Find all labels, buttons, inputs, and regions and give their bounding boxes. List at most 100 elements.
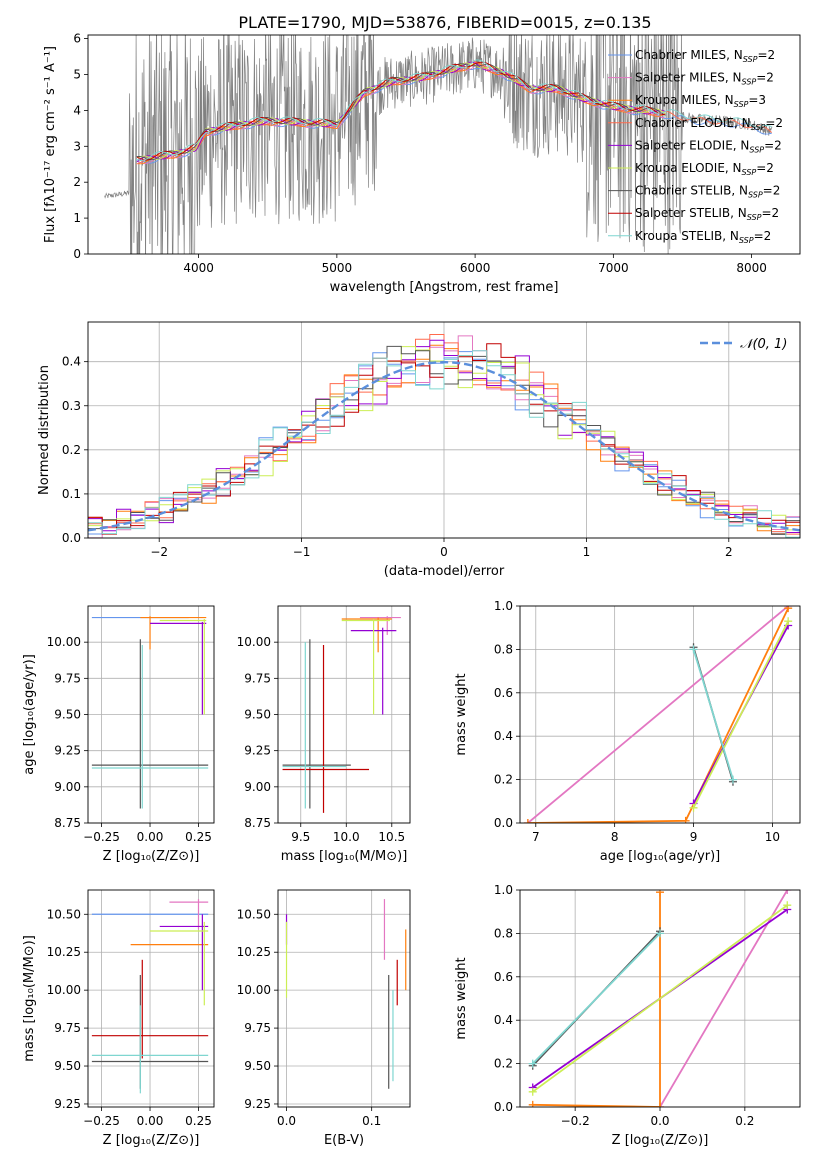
x-tick-label: 7000 [598, 261, 629, 275]
legend-label-sub: SSP [743, 55, 758, 64]
plot-area [91, 616, 209, 809]
legend-label-6: Chabrier STELIB, NSSP=2 [635, 184, 780, 200]
x-tick-label: 9.5 [291, 830, 310, 844]
legend-label-base: Salpeter STELIB, N [635, 206, 747, 220]
legend-label-sub: SSP [739, 236, 754, 245]
y-tick-label: 10.00 [237, 635, 271, 649]
panel-mass_vs_ebv: 0.0 0.1 9.25 9.50 9.75 10.00 10.25 10.50 E(B-V) [237, 889, 411, 1148]
weight-marker-3-1 [784, 617, 793, 626]
x-tick-label: −2 [150, 545, 168, 559]
legend-label-tail: =2 [754, 229, 772, 243]
model-spectrum-5 [137, 62, 666, 160]
plot-area [91, 899, 209, 1094]
legend-label-sub: SSP [742, 78, 757, 87]
legend-label-normal: 𝒩(0, 1) [740, 337, 787, 352]
model-spectrum-6 [136, 63, 666, 161]
y-axis-label: mass weight [454, 673, 469, 755]
y-tick-label: 9.25 [244, 1097, 271, 1111]
x-tick-label: 2 [725, 545, 733, 559]
legend-label-base: Salpeter ELODIE, N [635, 138, 749, 152]
y-tick-label: 10.50 [237, 907, 271, 921]
legend-label-sub: SSP [734, 100, 749, 109]
legend-label-tail: =2 [756, 161, 774, 175]
weight-marker-1-2 [656, 890, 664, 897]
legend-label-tail: =3 [748, 93, 766, 107]
legend-label-sub: SSP [747, 213, 762, 222]
x-axis-label: age [log₁₀(age/yr)] [600, 849, 721, 864]
x-tick-label: 0.2 [735, 1114, 754, 1128]
figure-title: PLATE=1790, MJD=53876, FIBERID=0015, z=0… [238, 13, 651, 32]
y-tick-label: 0.4 [62, 355, 81, 369]
y-tick-label: 9.00 [54, 780, 81, 794]
x-tick-label: 0.0 [650, 1114, 669, 1128]
weight-marker-1-0 [528, 1100, 537, 1107]
x-tick-label: −0.25 [83, 830, 120, 844]
y-axis-label: mass [log₁₀(M/M⊙)] [22, 935, 37, 1062]
legend-label-sub: SSP [742, 168, 757, 177]
y-tick-label: 10.00 [47, 983, 81, 997]
axes-frame [87, 321, 801, 539]
axes-frame [519, 889, 801, 1108]
plot-area [282, 616, 401, 813]
y-tick-label: 3 [73, 139, 81, 153]
y-tick-label: 0.4 [494, 1013, 513, 1027]
y-tick-label: 0.6 [494, 686, 513, 700]
legend-label-7: Salpeter STELIB, NSSP=2 [635, 206, 779, 222]
axes-frame [277, 889, 411, 1108]
y-tick-label: 0.3 [62, 399, 81, 413]
legend-label-tail: =2 [764, 138, 782, 152]
weight-marker-1-0 [523, 819, 532, 823]
residual-histogram-3 [88, 334, 800, 535]
y-tick-label: 2 [73, 175, 81, 189]
x-tick-label: −1 [293, 545, 311, 559]
y-tick-label: 1 [73, 211, 81, 225]
panel-spectrum: 4000 5000 6000 7000 8000 0 1 2 3 4 5 6 wavelength [A… [43, 32, 801, 295]
panel-mass_weight_vs_age: 7 8 9 10 0.0 0.2 0.4 0.6 0.8 1.0 age [log₁₀(age/yr… [454, 599, 801, 864]
y-tick-label: 9.75 [244, 671, 271, 685]
y-tick-label: 9.25 [244, 744, 271, 758]
y-tick-label: 9.50 [54, 1059, 81, 1073]
weight-marker-3-0 [689, 803, 698, 812]
x-tick-label: 0.25 [185, 830, 212, 844]
y-tick-label: 0.0 [494, 816, 513, 830]
y-tick-label: 10.25 [237, 945, 271, 959]
x-tick-label: 0.25 [185, 1114, 212, 1128]
y-tick-label: 0.4 [494, 729, 513, 743]
x-tick-label: 1 [583, 545, 591, 559]
legend-label-base: Chabrier MILES, N [635, 48, 743, 62]
weight-line-0 [659, 890, 789, 1107]
panel-residuals: −2 −1 0 1 2 0.0 0.1 0.2 0.3 0.4 (data-model)/error… [37, 321, 801, 579]
weight-marker-5-0 [689, 645, 698, 654]
plot-area [104, 35, 773, 254]
legend-label-tail: =2 [763, 184, 781, 198]
weight-marker-1-1 [681, 816, 690, 823]
y-axis-label: Flux [fλ10⁻¹⁷ erg cm⁻² s⁻¹ A⁻¹] [43, 46, 58, 243]
y-tick-label: 10.25 [47, 945, 81, 959]
plot-area [285, 899, 407, 1089]
y-tick-label: 9.75 [54, 1021, 81, 1035]
y-tick-label: 1.0 [494, 599, 513, 613]
x-axis-label: mass [log₁₀(M/M⊙)] [281, 849, 408, 864]
y-tick-label: 1.0 [494, 883, 513, 897]
x-tick-label: −0.25 [83, 1114, 120, 1128]
y-tick-label: 9.75 [54, 671, 81, 685]
y-tick-label: 9.75 [244, 1021, 271, 1035]
y-tick-label: 8.75 [54, 816, 81, 830]
y-axis-label: mass weight [454, 957, 469, 1039]
legend-label-2: Kroupa MILES, NSSP=3 [635, 93, 766, 109]
weight-marker-5-1 [728, 775, 737, 784]
x-tick-label: 0.1 [362, 1114, 381, 1128]
weight-marker-5-0 [528, 1059, 537, 1068]
plot-area [88, 334, 800, 538]
y-tick-label: 0.6 [494, 970, 513, 984]
legend-label-base: Kroupa ELODIE, N [635, 161, 742, 175]
y-tick-label: 0 [73, 247, 81, 261]
weight-line-3 [532, 904, 788, 1093]
residual-histogram-8 [88, 350, 800, 538]
panel-mass_vs_Z: −0.25 0.00 0.25 9.25 9.50 9.75 10.00 10.25 10.50… [22, 889, 215, 1148]
y-tick-label: 10.00 [237, 983, 271, 997]
x-tick-label: 8000 [736, 261, 767, 275]
normal-reference-curve [88, 360, 800, 532]
y-tick-label: 10.00 [47, 635, 81, 649]
